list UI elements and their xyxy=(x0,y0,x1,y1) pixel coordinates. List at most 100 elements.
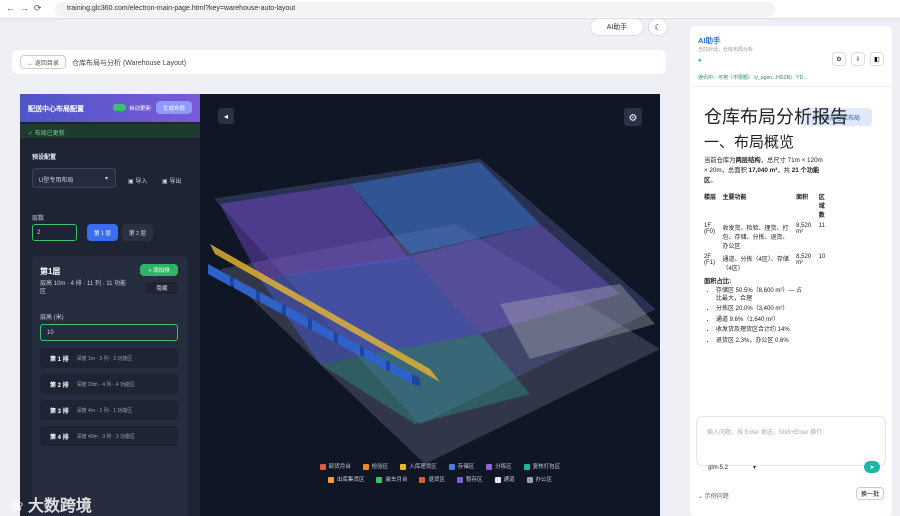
report-table: 楼层 主要功能 面积 区域数 1F (F0) 收发货、检验、理货、打包、存储、分拣、退货、… xyxy=(702,190,832,274)
legend-label: 分拣区 xyxy=(495,464,512,470)
legend-label: 退货区 xyxy=(428,477,445,483)
row-item[interactable]: 第 4 排深度 40m · 3 列 · 3 功能区 xyxy=(40,426,178,446)
row-item[interactable]: 第 1 排深度 1m · 3 列 · 3 功能区 xyxy=(40,348,178,368)
intro-part: ，共 xyxy=(777,166,792,174)
examples[interactable]: ⌄ 示例问题 xyxy=(698,494,729,500)
icon-button[interactable]: ⚙ xyxy=(832,52,846,66)
floor-title: 第1层 xyxy=(40,267,61,276)
ai-button[interactable]: AI助手 xyxy=(590,18,644,36)
prompt-chip[interactable]: 分析当前仓库布局 xyxy=(800,108,872,126)
legend-item: 检验区 xyxy=(362,462,389,470)
table-header: 楼层 主要功能 面积 区域数 xyxy=(702,190,832,221)
legend: 卸货月台 检验区 入库理货区 存储区 分拣区 复核打包区 出库集货区 装车月台 退货区 暂存区 通道… xyxy=(300,462,580,483)
watermark: ❀ 大数跨境 xyxy=(10,498,92,515)
legend-label: 暂存区 xyxy=(466,477,483,483)
examples-label: 示例问题 xyxy=(704,494,729,500)
truck xyxy=(208,264,230,286)
collapse-icon: ◂ xyxy=(224,112,228,121)
add-row-label: + 添加排 xyxy=(148,268,170,274)
watermark-text: 大数跨境 xyxy=(27,498,92,515)
intro-part: 21 个功能区 xyxy=(704,166,820,184)
legend-swatch xyxy=(362,463,369,470)
table-cell: 8,520 m² xyxy=(796,253,812,266)
row-item[interactable]: 第 3 排深度 4m · 1 列 · 1 功能区 xyxy=(40,400,178,420)
legend-item: 通道 xyxy=(494,475,515,483)
generate-button[interactable]: 生成布局 xyxy=(156,101,192,114)
zone xyxy=(260,256,480,364)
floors-input[interactable]: 2 xyxy=(32,224,77,241)
send-button[interactable]: ➤ xyxy=(864,461,880,473)
settings-icon: ⚙ xyxy=(629,113,638,124)
prompt-chip-label: 分析当前仓库布局 xyxy=(811,115,860,122)
row-item[interactable]: 第 2 排深度 20m · 4 列 · 4 功能区 xyxy=(40,374,178,394)
table-cell: 1F (F0) xyxy=(704,222,715,235)
auto-toggle[interactable] xyxy=(113,104,126,111)
row-detail: 深度 1m · 3 列 · 3 功能区 xyxy=(76,355,133,362)
legend-item: 退货区 xyxy=(419,475,445,483)
table-cell: 2F (F1) xyxy=(704,253,715,266)
share-list: 存储区 50.5%（8,600 m²）— 占比最大，合理分拣区 20.0%（3,… xyxy=(698,287,808,345)
intro-part: ，总尺寸 71m × 120m × 20m，总面积 xyxy=(704,156,823,174)
row-detail: 深度 4m · 1 列 · 1 功能区 xyxy=(76,407,133,414)
height-input[interactable]: 10 xyxy=(40,324,178,341)
legend-item: 出库集货区 xyxy=(327,475,365,483)
address-bar[interactable]: training.glc360.com/electron-main-page.h… xyxy=(55,2,775,17)
floor-tab[interactable]: 第 1 层 xyxy=(87,224,118,241)
ai-button-label: AI助手 xyxy=(606,24,628,31)
input-placeholder: 输入问题，按 Enter 发送，Shift+Enter 换行 xyxy=(707,430,823,436)
truck xyxy=(390,362,412,384)
export-button[interactable]: ▣ 导出 xyxy=(162,179,182,185)
truck xyxy=(364,348,386,370)
zone xyxy=(500,284,655,359)
row-name: 第 2 排 xyxy=(50,382,69,389)
icon-button[interactable]: ◧ xyxy=(870,52,884,66)
legend-item: 分拣区 xyxy=(486,462,512,470)
legend-label: 通道 xyxy=(503,477,515,483)
floor-tab-label: 第 1 层 xyxy=(93,230,112,237)
legend-label: 入库理货区 xyxy=(409,464,437,470)
legend-label: 检验区 xyxy=(371,464,389,470)
hide-button[interactable]: 隐藏 xyxy=(146,282,178,294)
table-head-cell: 区域数 xyxy=(818,194,825,219)
refresh-button[interactable]: 换一批 xyxy=(856,487,884,500)
model-select[interactable]: glm-5.2 ▾ xyxy=(708,465,757,471)
browser-bar: ← → ⟳ training.glc360.com/electron-main-… xyxy=(0,0,900,19)
table-cell: 10 xyxy=(818,253,826,260)
session: 当前对话：仓库布局分析 xyxy=(698,47,754,53)
import-button[interactable]: ▣ 导入 xyxy=(128,179,148,185)
legend-swatch xyxy=(376,476,383,483)
chat-input[interactable]: 输入问题，按 Enter 发送，Shift+Enter 换行 xyxy=(696,416,886,466)
config-title: 配送中心布局配置 xyxy=(28,106,84,113)
floor-tab[interactable]: 第 2 层 xyxy=(122,224,153,241)
caret: ▾ xyxy=(105,176,109,182)
row-detail: 深度 40m · 3 列 · 3 功能区 xyxy=(76,433,136,440)
icon-button[interactable]: ⇩ xyxy=(851,52,865,66)
table-cell: 通道、分拣（4区）、存储（4区） xyxy=(722,256,789,272)
hide-label: 隐藏 xyxy=(156,286,168,292)
nav-icons[interactable]: ← → ⟳ xyxy=(6,3,42,13)
breadcrumb-bar: ← 返回目录 仓库布局与分析 (Warehouse Layout) xyxy=(12,50,666,74)
floors-label: 层数 xyxy=(32,216,45,222)
truck xyxy=(312,320,334,342)
theme-toggle[interactable]: ☾ xyxy=(648,18,668,36)
truck xyxy=(338,334,360,356)
legend-swatch xyxy=(319,463,326,470)
legend-label: 复核打包区 xyxy=(532,464,561,470)
legend-swatch xyxy=(419,476,426,483)
settings-button[interactable] xyxy=(624,108,642,126)
legend-label: 出库集货区 xyxy=(336,477,365,483)
legend-swatch xyxy=(448,463,455,470)
back-button[interactable]: ← 返回目录 xyxy=(20,55,66,69)
add-row-button[interactable]: + 添加排 xyxy=(140,264,178,276)
refresh-label: 换一批 xyxy=(860,492,879,498)
collapse-button[interactable] xyxy=(218,108,234,124)
intro-part: 。 xyxy=(710,176,717,184)
truck xyxy=(234,278,256,300)
truck xyxy=(286,306,308,328)
page-title: 仓库布局与分析 (Warehouse Layout) xyxy=(72,60,187,67)
table-cell: 11 xyxy=(818,222,825,229)
legend-swatch xyxy=(327,476,334,483)
preset-select[interactable]: U型专用布局 ▾ xyxy=(32,168,116,188)
status-text: ✓ 布局已更新 xyxy=(28,131,65,137)
